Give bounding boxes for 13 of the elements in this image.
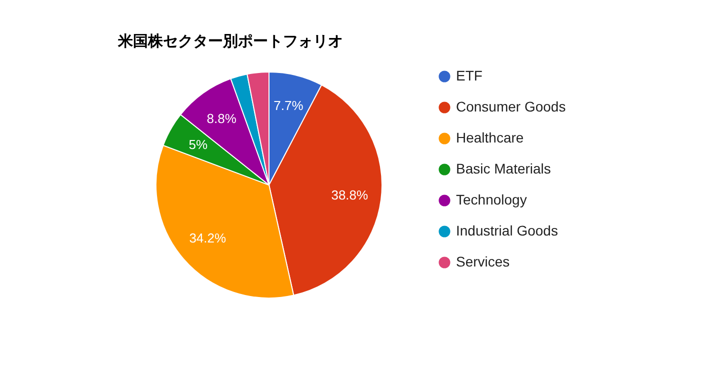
data-label: 8.8% (206, 110, 237, 126)
legend-label: Services (456, 254, 510, 270)
data-label: 7.7% (274, 98, 304, 114)
legend-label: Technology (456, 192, 527, 208)
legend-label: ETF (456, 68, 482, 84)
data-label: 38.8% (331, 188, 369, 203)
legend-label: Healthcare (456, 130, 524, 146)
data-label: 5% (188, 136, 208, 152)
data-label: 34.2% (189, 230, 226, 246)
legend-label: Basic Materials (456, 160, 551, 176)
chart-title: 米国株セクター別ポートフォリオ (117, 32, 343, 50)
legend-label: Consumer Goods (456, 98, 566, 114)
legend-label: Industrial Goods (456, 222, 558, 238)
